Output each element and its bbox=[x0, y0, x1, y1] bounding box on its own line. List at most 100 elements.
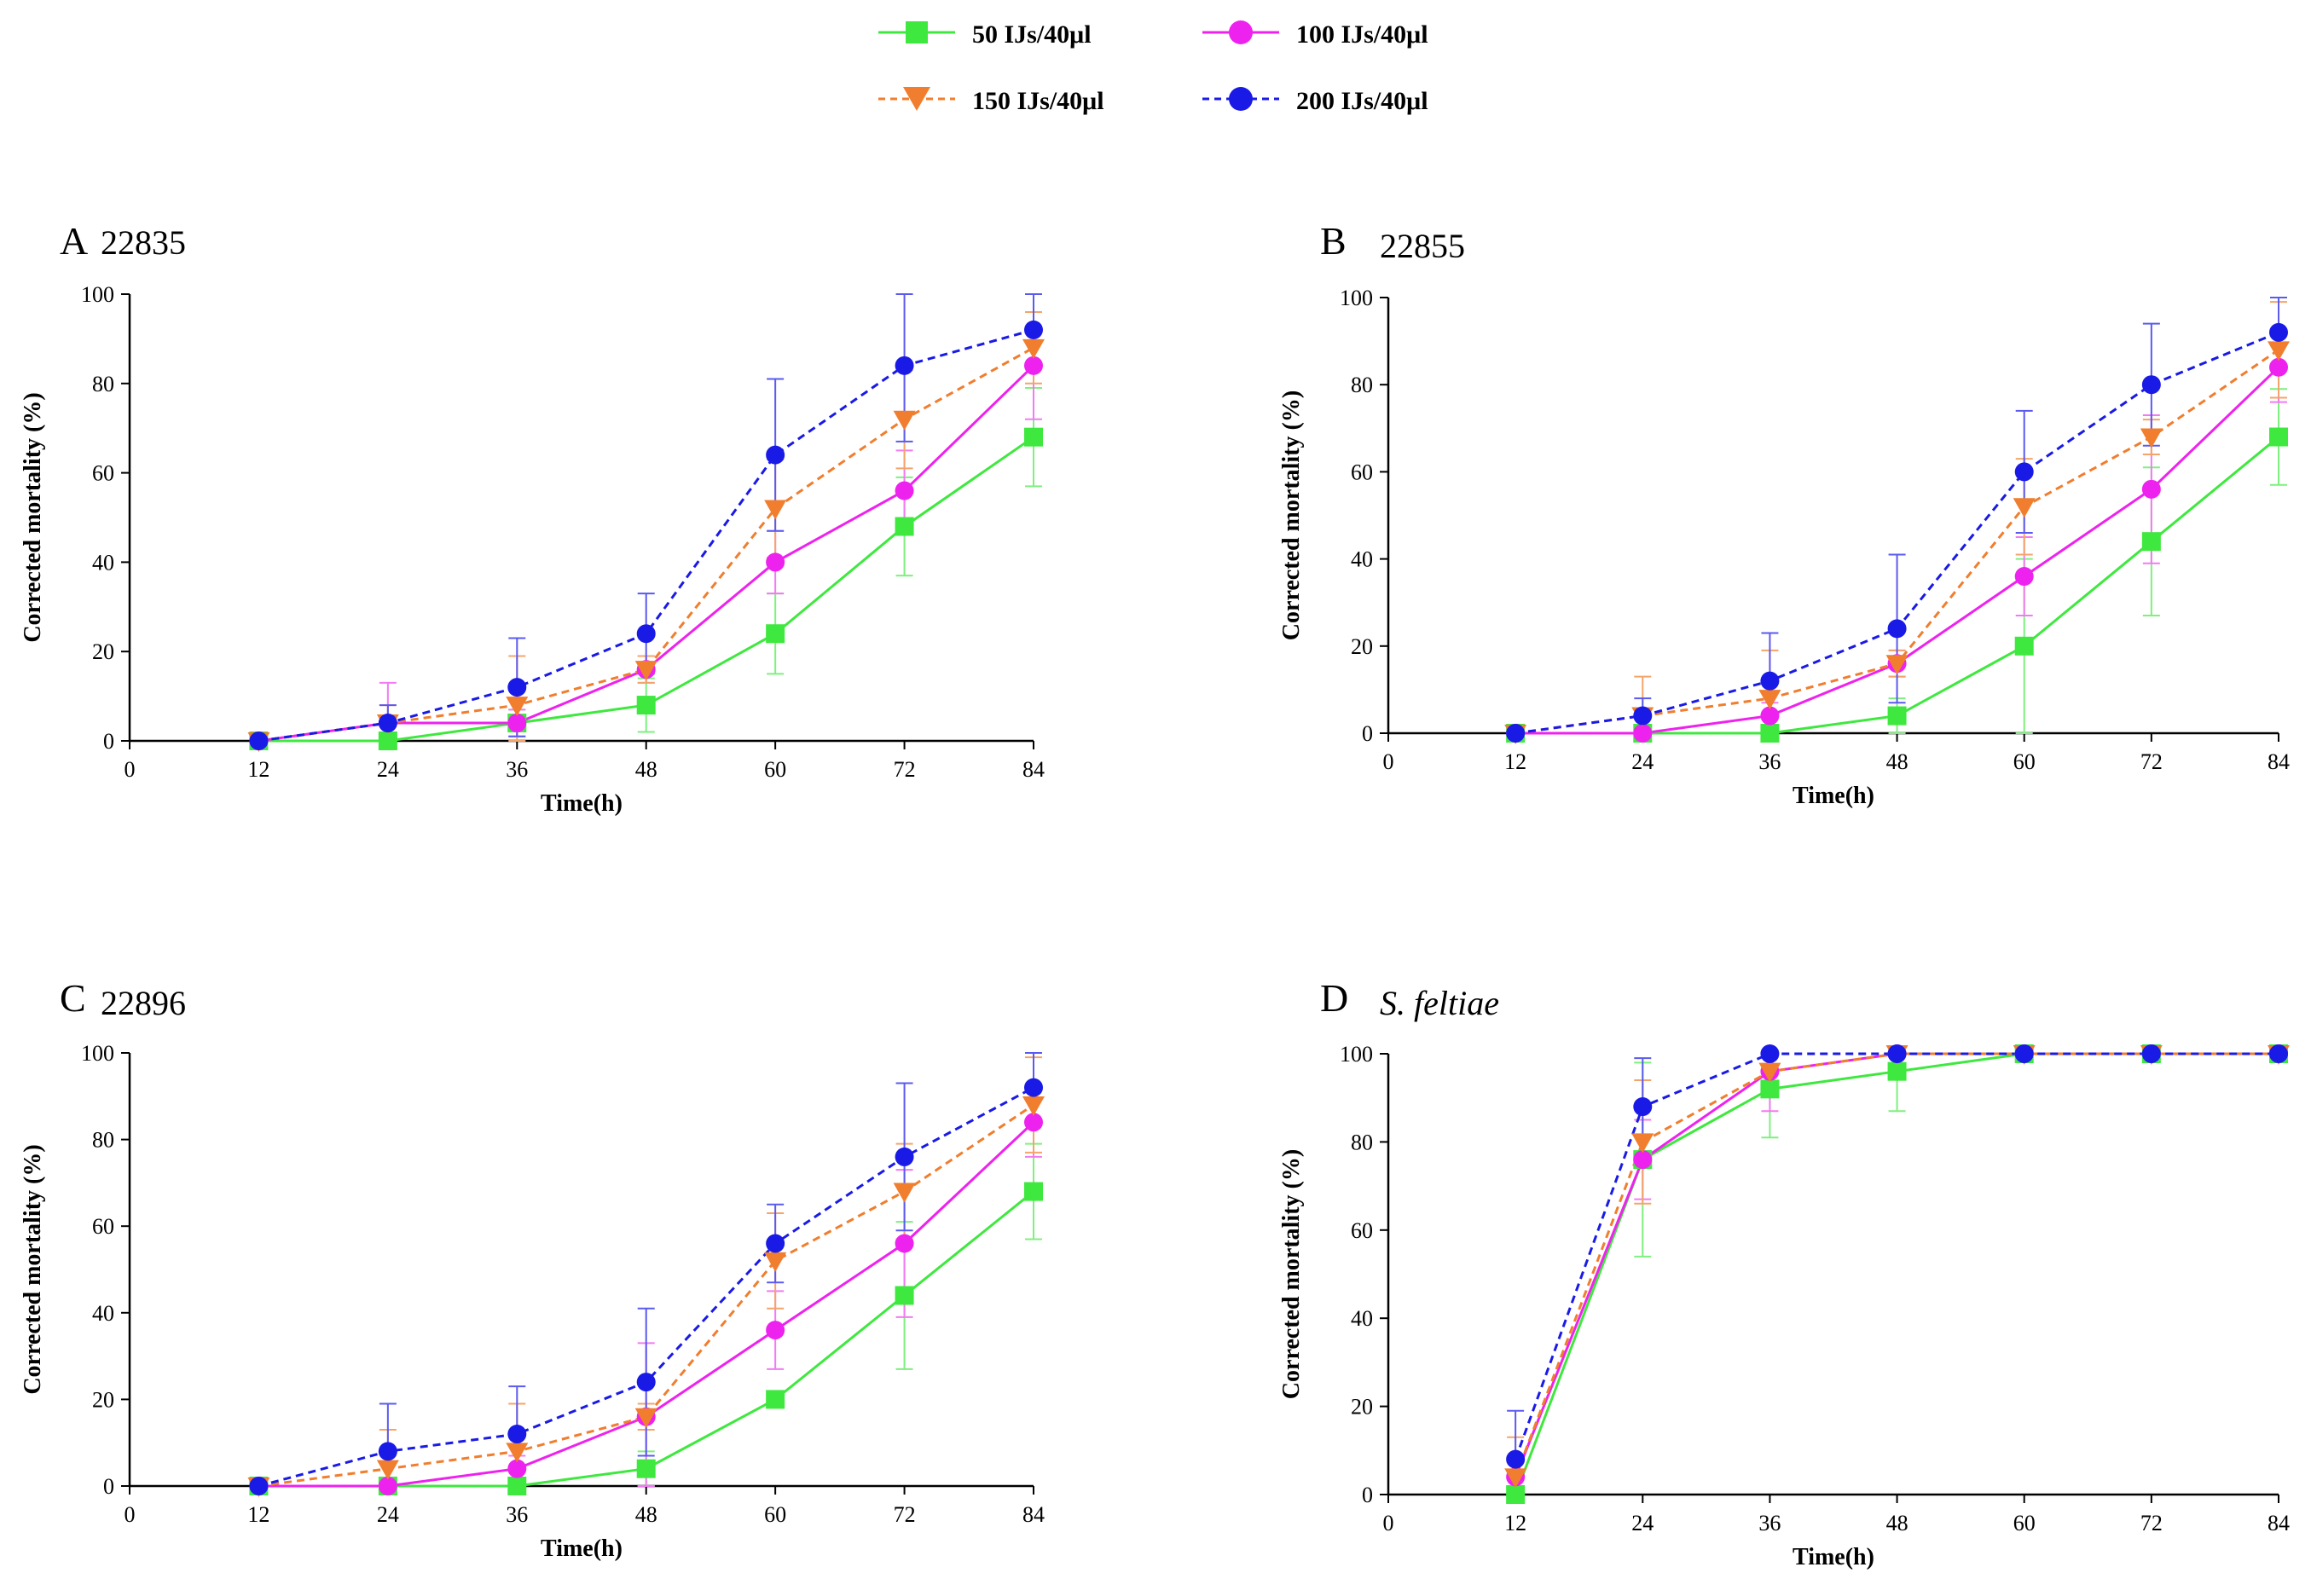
y-tick-label: 0 bbox=[1362, 1483, 1373, 1507]
point-150 bbox=[1022, 1096, 1045, 1116]
x-tick-label: 48 bbox=[1886, 749, 1908, 774]
y-tick-label: 0 bbox=[1362, 721, 1373, 746]
point-50 bbox=[507, 1477, 527, 1495]
point-50 bbox=[895, 517, 914, 536]
x-tick-label: 84 bbox=[1022, 757, 1045, 782]
x-axis-label: Time(h) bbox=[541, 790, 623, 817]
point-100 bbox=[2141, 479, 2161, 499]
point-50 bbox=[2141, 532, 2161, 552]
x-tick-label: 36 bbox=[506, 1502, 528, 1527]
point-50 bbox=[378, 732, 397, 750]
y-tick-label: 80 bbox=[92, 372, 114, 396]
point-200 bbox=[766, 1234, 785, 1253]
y-tick-label: 20 bbox=[1351, 634, 1373, 659]
point-200 bbox=[1506, 1449, 1526, 1469]
point-50 bbox=[1024, 427, 1043, 447]
x-tick-label: 60 bbox=[764, 757, 786, 782]
y-axis-label: Corrected mortality (%) bbox=[20, 1144, 46, 1394]
legend-entry-150: 150 IJs/40μl bbox=[878, 87, 1104, 115]
point-150 bbox=[1758, 690, 1781, 710]
legend-marker-triangle bbox=[903, 87, 930, 111]
panel-b-title: 22855 bbox=[1380, 227, 1465, 265]
point-50 bbox=[2269, 427, 2288, 447]
y-tick-label: 80 bbox=[1351, 373, 1373, 397]
x-tick-label: 36 bbox=[506, 757, 528, 782]
point-100 bbox=[1024, 1113, 1043, 1132]
y-tick-label: 60 bbox=[1351, 460, 1373, 484]
x-axis-label: Time(h) bbox=[1793, 783, 1874, 809]
x-tick-label: 0 bbox=[125, 1502, 136, 1527]
point-200 bbox=[2269, 1044, 2288, 1063]
x-tick-label: 72 bbox=[894, 757, 916, 782]
point-200 bbox=[1760, 1044, 1780, 1063]
y-axis-label: Corrected mortality (%) bbox=[1278, 1149, 1305, 1399]
x-tick-label: 12 bbox=[1504, 1511, 1526, 1535]
y-tick-label: 0 bbox=[103, 729, 114, 754]
point-50 bbox=[636, 1459, 656, 1478]
point-100 bbox=[1633, 724, 1653, 743]
point-100 bbox=[507, 1459, 527, 1478]
point-50 bbox=[1887, 1061, 1907, 1081]
point-200 bbox=[249, 1477, 269, 1495]
y-tick-label: 60 bbox=[92, 461, 114, 486]
panel-a-plot: 0 12 24 36 48 60 72 84 0 20 40 60 80 100 Time(h) Correc… bbox=[20, 282, 1045, 817]
point-50 bbox=[1887, 706, 1907, 726]
legend-marker-square bbox=[906, 21, 928, 43]
point-150 bbox=[1758, 1062, 1781, 1083]
x-tick-label: 48 bbox=[635, 757, 657, 782]
x-tick-label: 72 bbox=[2140, 1511, 2163, 1535]
panel-d-letter: D bbox=[1320, 976, 1348, 1020]
point-200 bbox=[2141, 375, 2161, 395]
point-200 bbox=[507, 678, 527, 697]
point-200 bbox=[895, 356, 914, 375]
legend-label-50: 50 IJs/40μl bbox=[972, 20, 1092, 49]
series-line-150 bbox=[1514, 1052, 2279, 1477]
y-tick-label: 20 bbox=[92, 1387, 114, 1412]
x-tick-label: 60 bbox=[2013, 749, 2036, 774]
panel-c-plot: 0 12 24 36 48 60 72 84 0 20 40 60 80 100 Time(h) Correc… bbox=[20, 1041, 1045, 1562]
point-150 bbox=[893, 410, 916, 431]
point-100 bbox=[378, 1477, 397, 1495]
x-tick-label: 36 bbox=[1758, 749, 1781, 774]
point-200 bbox=[507, 1425, 527, 1444]
point-150 bbox=[893, 1183, 916, 1203]
x-tick-label: 36 bbox=[1758, 1511, 1781, 1535]
point-50 bbox=[636, 696, 656, 715]
point-200 bbox=[766, 445, 785, 465]
y-axis-label: Corrected mortality (%) bbox=[20, 392, 46, 642]
x-tick-label: 84 bbox=[1022, 1502, 1045, 1527]
legend-entry-200: 200 IJs/40μl bbox=[1202, 87, 1428, 115]
point-100 bbox=[766, 1321, 785, 1340]
series-line-50 bbox=[1514, 1052, 2279, 1495]
point-200 bbox=[1633, 1097, 1653, 1117]
point-150 bbox=[764, 500, 787, 520]
panel-c-letter: C bbox=[60, 976, 86, 1020]
x-tick-label: 24 bbox=[377, 757, 399, 782]
y-tick-label: 60 bbox=[1351, 1218, 1373, 1243]
y-tick-label: 40 bbox=[1351, 1306, 1373, 1331]
y-tick-label: 20 bbox=[92, 639, 114, 664]
point-100 bbox=[1760, 706, 1780, 726]
point-200 bbox=[1506, 724, 1526, 743]
point-200 bbox=[2014, 462, 2034, 482]
point-200 bbox=[1760, 671, 1780, 691]
point-150 bbox=[1885, 655, 1908, 675]
point-100 bbox=[507, 714, 527, 733]
point-150 bbox=[2268, 341, 2290, 361]
series-line-200 bbox=[1514, 1052, 2279, 1460]
point-150 bbox=[1022, 338, 1045, 359]
series-line-100 bbox=[1514, 1052, 2279, 1477]
y-tick-label: 100 bbox=[1340, 1042, 1373, 1067]
legend-marker-circle-dashed bbox=[1229, 87, 1253, 111]
point-150 bbox=[764, 1252, 787, 1272]
y-tick-label: 60 bbox=[92, 1214, 114, 1239]
point-200 bbox=[1887, 1044, 1907, 1063]
x-tick-label: 72 bbox=[2140, 749, 2163, 774]
x-tick-label: 12 bbox=[247, 757, 269, 782]
point-50 bbox=[766, 624, 785, 644]
point-50 bbox=[2014, 636, 2034, 656]
x-tick-label: 24 bbox=[377, 1502, 399, 1527]
x-tick-label: 84 bbox=[2268, 1511, 2290, 1535]
point-50 bbox=[1760, 1079, 1780, 1099]
